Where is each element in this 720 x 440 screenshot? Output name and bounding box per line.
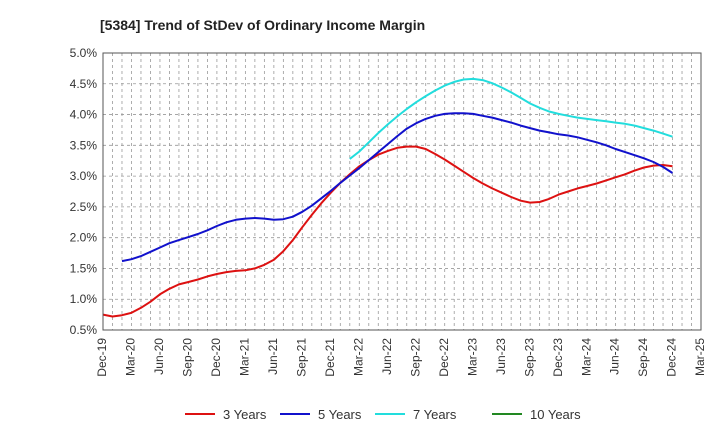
legend: 3 Years 5 Years 7 Years 10 Years (185, 407, 581, 422)
y-axis: 0.5% 1.0% 1.5% 2.0% 2.5% 3.0% 3.5% 4.0% 4.5% 5.0% (70, 46, 98, 337)
x-tick-label: Jun-22 (380, 338, 394, 375)
legend-label-10-years: 10 Years (530, 407, 581, 422)
x-tick-label: Jun-24 (608, 338, 622, 375)
x-tick-label: Mar-24 (579, 338, 593, 376)
x-tick-label: Sep-22 (408, 338, 422, 377)
x-tick-label: Sep-21 (295, 338, 309, 377)
plot-frame (102, 52, 702, 331)
legend-label-3-years: 3 Years (223, 407, 267, 422)
x-tick-label: Jun-20 (152, 338, 166, 375)
grid (102, 52, 702, 331)
legend-label-5-years: 5 Years (318, 407, 362, 422)
x-tick-label: Dec-23 (551, 338, 565, 377)
x-tick-label: Dec-24 (665, 338, 679, 377)
x-tick-label: Sep-24 (636, 338, 650, 377)
series-line-7-years (349, 77, 673, 160)
y-tick-label: 5.0% (70, 46, 98, 60)
y-tick-label: 3.5% (70, 138, 98, 152)
x-tick-label: Dec-21 (323, 338, 337, 377)
y-tick-label: 4.5% (70, 77, 98, 91)
series-line-5-years (121, 112, 674, 263)
x-tick-label: Jun-21 (266, 338, 280, 375)
legend-label-7-years: 7 Years (413, 407, 457, 422)
x-tick-label: Dec-22 (437, 338, 451, 377)
plot-series (102, 77, 674, 318)
y-tick-label: 1.0% (70, 292, 98, 306)
y-tick-label: 1.5% (70, 261, 98, 275)
x-tick-label: Sep-20 (181, 338, 195, 377)
x-tick-label: Mar-25 (693, 338, 707, 376)
x-tick-label: Mar-21 (238, 338, 252, 376)
y-tick-label: 2.0% (70, 231, 98, 245)
chart-title: [5384] Trend of StDev of Ordinary Income… (100, 17, 425, 33)
x-tick-label: Mar-22 (351, 338, 365, 376)
series-line-3-years (102, 145, 673, 318)
x-tick-label: Mar-23 (465, 338, 479, 376)
x-tick-label: Sep-23 (522, 338, 536, 377)
y-tick-label: 3.0% (70, 169, 98, 183)
x-tick-label: Dec-20 (209, 338, 223, 377)
y-tick-label: 4.0% (70, 108, 98, 122)
x-tick-label: Mar-20 (124, 338, 138, 376)
x-axis: Dec-19 Mar-20 Jun-20 Sep-20 Dec-20 Mar-21 Jun-… (95, 338, 707, 377)
x-tick-label: Jun-23 (494, 338, 508, 375)
x-tick-label: Dec-19 (95, 338, 109, 377)
y-tick-label: 0.5% (70, 323, 98, 337)
y-tick-label: 2.5% (70, 200, 98, 214)
